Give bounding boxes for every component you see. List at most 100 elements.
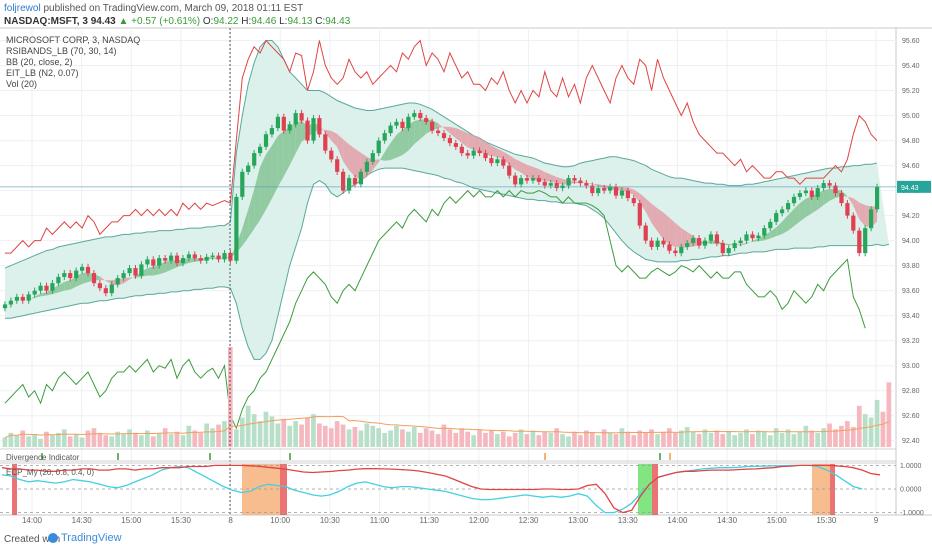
volume-bar xyxy=(245,405,251,447)
volume-bar xyxy=(269,416,275,447)
candle-body xyxy=(115,278,120,285)
ma-ribbon-segment xyxy=(402,125,409,156)
volume-bar xyxy=(530,430,536,447)
candle-body xyxy=(400,121,405,129)
candle-body xyxy=(738,240,743,244)
candle-body xyxy=(845,203,850,216)
ma-ribbon-segment xyxy=(651,203,658,232)
candle-body xyxy=(32,290,37,295)
candle-body xyxy=(418,113,423,119)
volume-bar xyxy=(8,432,14,447)
candle-body xyxy=(851,215,856,231)
ma-ribbon-segment xyxy=(343,139,350,171)
ma-ribbon-segment xyxy=(64,280,71,291)
ma-ribbon-segment xyxy=(123,277,130,284)
candle-body xyxy=(548,183,553,186)
volume-bar xyxy=(667,428,672,447)
volume-bar xyxy=(210,428,215,447)
ma-ribbon-segment xyxy=(746,240,753,244)
ma-ribbon-segment xyxy=(461,130,468,148)
candle-body xyxy=(74,270,79,279)
divergence-pane-label[interactable]: Divergence Indicator xyxy=(6,453,80,462)
ma-ribbon-segment xyxy=(242,209,249,246)
candle-body xyxy=(151,259,156,266)
price-change: ▲ +0.57 (+0.61%) xyxy=(118,16,201,27)
author-link[interactable]: foljrewol xyxy=(4,3,41,14)
time-axis: 14:00 14:30 15:00 15:30 8 10:00 10:30 11:00 11:3… xyxy=(22,516,879,525)
volume-bar xyxy=(257,421,263,447)
ma-ribbon-segment xyxy=(491,145,498,157)
volume-bar xyxy=(868,417,874,447)
legend-eit[interactable]: EIT_LB (N2, 0.07) xyxy=(6,68,79,78)
price-tick-label: 93.20 xyxy=(902,338,920,345)
candle-body xyxy=(453,143,458,147)
volume-bar xyxy=(595,435,601,447)
ecp-pane-label[interactable]: ECP_My (20, 0.8, 0.4, 0) xyxy=(6,468,95,477)
candle-body xyxy=(667,244,672,251)
ma-ribbon-segment xyxy=(147,266,154,276)
candle-body xyxy=(602,188,607,191)
volume-bar xyxy=(744,429,749,447)
ma-ribbon-segment xyxy=(532,166,539,181)
chart-canvas[interactable]: 95.6095.4095.2095.0094.8094.6094.4094.20… xyxy=(0,0,932,528)
candle-body xyxy=(20,296,25,301)
candle-body xyxy=(744,234,749,241)
volume-bar xyxy=(334,421,340,447)
volume-bar xyxy=(358,430,364,447)
candle-body xyxy=(240,171,245,197)
volume-bar xyxy=(548,432,554,447)
ecp-highlight-zone xyxy=(652,464,658,515)
time-tick-label: 15:00 xyxy=(121,516,142,525)
ma-ribbon-segment xyxy=(669,217,676,248)
volume-bar xyxy=(346,429,352,447)
ma-ribbon-segment xyxy=(390,134,397,161)
ma-ribbon-segment xyxy=(105,280,112,285)
candle-body xyxy=(97,283,102,289)
ma-ribbon-segment xyxy=(515,159,522,173)
ma-ribbon-segment xyxy=(485,141,492,157)
candle-body xyxy=(613,186,619,196)
ma-ribbon-segment xyxy=(349,144,355,177)
price-tick-label: 95.60 xyxy=(902,38,920,45)
header-bar: foljrewol published on TradingView.com, … xyxy=(0,0,932,28)
ma-ribbon-segment xyxy=(467,133,474,150)
candlesticks xyxy=(2,109,880,312)
ma-ribbon-segment xyxy=(853,198,860,220)
candle-body xyxy=(447,138,452,144)
candle-body xyxy=(145,259,150,265)
volume-bar xyxy=(370,425,376,447)
ma-ribbon-segment xyxy=(479,138,486,155)
volume-bar xyxy=(251,414,257,447)
ma-ribbon-segment xyxy=(764,231,771,241)
candle-body xyxy=(501,159,506,166)
volume-bar xyxy=(714,430,720,447)
volume-bar xyxy=(174,431,180,447)
candle-body xyxy=(38,285,43,291)
ma-ribbon-segment xyxy=(295,121,302,154)
ecp-highlight-zone xyxy=(830,464,835,515)
tradingview-brand[interactable]: TradingView xyxy=(48,532,122,544)
volume-bar xyxy=(26,436,31,447)
volume-bar xyxy=(400,429,405,447)
ecp-cyan-line xyxy=(1,464,863,514)
volume-bar xyxy=(690,431,696,447)
candle-body xyxy=(530,178,536,181)
volume-bar xyxy=(423,428,429,447)
candle-body xyxy=(803,190,808,194)
candle-body xyxy=(542,181,547,186)
time-tick-label: 12:00 xyxy=(469,516,490,525)
ma-ribbon-segment xyxy=(337,134,344,162)
ma-ribbon-segment xyxy=(34,293,41,298)
legend-vol[interactable]: Vol (20) xyxy=(6,79,38,89)
created-with-text: Created with xyxy=(4,534,61,545)
volume-bar xyxy=(578,435,583,447)
volume-bars xyxy=(2,347,892,447)
legend-bb[interactable]: BB (20, close, 2) xyxy=(6,57,73,67)
ma-ribbon-segment xyxy=(782,215,789,235)
candle-body xyxy=(572,178,577,181)
legend-rsibands[interactable]: RSIBANDS_LB (70, 30, 14) xyxy=(6,46,117,56)
volume-bar xyxy=(133,432,138,447)
volume-bar xyxy=(388,430,393,447)
candle-body xyxy=(762,228,767,236)
candle-body xyxy=(8,300,13,305)
